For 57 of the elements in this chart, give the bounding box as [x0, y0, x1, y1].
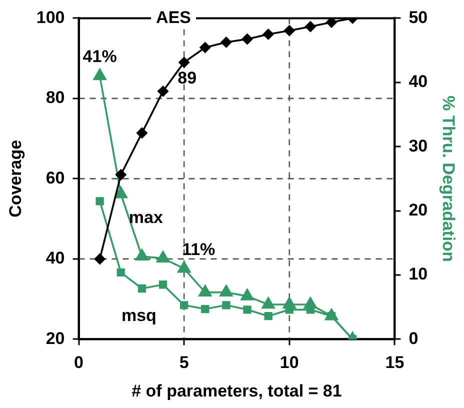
point [178, 261, 191, 273]
y2-tick-label: 10 [408, 264, 428, 284]
point [220, 36, 232, 48]
y2-tick-label: 50 [408, 8, 428, 27]
y-tick-label: 40 [46, 248, 65, 268]
x-axis-title: # of parameters, total = 81 [132, 381, 342, 400]
point [324, 308, 338, 320]
y2-tick-label: 40 [408, 72, 428, 92]
y-tick-label: 80 [46, 88, 65, 108]
point [243, 306, 252, 314]
data-label: 11% [182, 240, 216, 259]
point [138, 284, 146, 293]
point [156, 250, 170, 262]
point [284, 25, 295, 36]
y2-tick-label: 30 [408, 136, 428, 156]
point [198, 284, 212, 296]
point [262, 297, 275, 309]
point [222, 301, 230, 310]
point [240, 288, 254, 300]
point [158, 280, 168, 289]
x-tick-label: 10 [280, 353, 299, 372]
point [282, 297, 296, 309]
point [93, 68, 106, 80]
point [116, 268, 125, 277]
point [114, 186, 128, 198]
point [94, 254, 106, 264]
point [326, 18, 337, 28]
point [200, 42, 211, 53]
x-tick-label: 15 [385, 353, 404, 372]
point [242, 34, 253, 44]
series-label: msq [121, 306, 156, 326]
point [115, 169, 126, 180]
point [180, 301, 188, 310]
point [178, 56, 190, 68]
y-tick-label: 100 [36, 8, 65, 27]
point [304, 297, 317, 309]
y2-tick-label: 20 [408, 200, 428, 220]
point [96, 197, 104, 206]
point [136, 128, 148, 138]
y-tick-label: 20 [46, 328, 65, 348]
data-label: 41% [82, 47, 117, 66]
series-label: max [128, 208, 164, 227]
y2-tick-label: 0 [408, 328, 418, 348]
point [135, 248, 148, 261]
y2-axis-title: % Thru. Degradation [439, 96, 458, 262]
series-label: AES [156, 8, 192, 27]
point [264, 312, 272, 320]
x-tick-label: 0 [74, 353, 84, 372]
y-axis-title: Coverage [6, 140, 25, 218]
x-tick-label: 5 [179, 353, 189, 372]
point [262, 28, 274, 40]
point [158, 86, 168, 97]
data-label: 89 [178, 68, 197, 88]
point [305, 21, 316, 32]
point [220, 284, 233, 296]
point [201, 304, 210, 314]
y-tick-label: 60 [46, 168, 65, 188]
